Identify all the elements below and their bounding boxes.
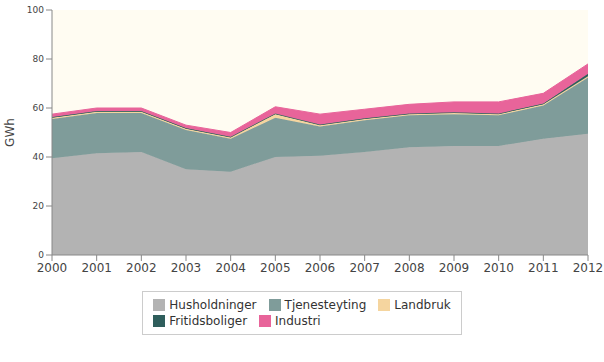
html-text:Landbruk: Landbruk (394, 298, 451, 312)
html-text:Husholdninger: Husholdninger (169, 298, 257, 312)
html-text:Fritidsboliger: Fritidsboliger (169, 314, 248, 328)
svg-text:2011: 2011 (528, 261, 559, 275)
svg-text:2008: 2008 (394, 261, 425, 275)
svg-text:2007: 2007 (349, 261, 380, 275)
svg-text:GWh: GWh (8, 118, 17, 147)
svg-text:2009: 2009 (439, 261, 470, 275)
svg-text:2005: 2005 (260, 261, 291, 275)
svg-text:2003: 2003 (171, 261, 202, 275)
svg-text:80: 80 (33, 54, 45, 64)
html-text:Industri: Industri (275, 314, 321, 328)
html-text:Tjenesteyting: Tjenesteyting (284, 298, 367, 312)
svg-text:2006: 2006 (305, 261, 336, 275)
svg-text:2000: 2000 (37, 261, 68, 275)
svg-text:2004: 2004 (215, 261, 246, 275)
svg-text:60: 60 (33, 103, 45, 113)
svg-text:2010: 2010 (483, 261, 514, 275)
svg-text:2012: 2012 (573, 261, 596, 275)
svg-text:100: 100 (27, 5, 44, 15)
svg-text:0: 0 (38, 250, 44, 260)
svg-text:2001: 2001 (81, 261, 112, 275)
svg-text:40: 40 (33, 152, 45, 162)
svg-text:20: 20 (33, 201, 45, 211)
svg-text:2002: 2002 (126, 261, 157, 275)
